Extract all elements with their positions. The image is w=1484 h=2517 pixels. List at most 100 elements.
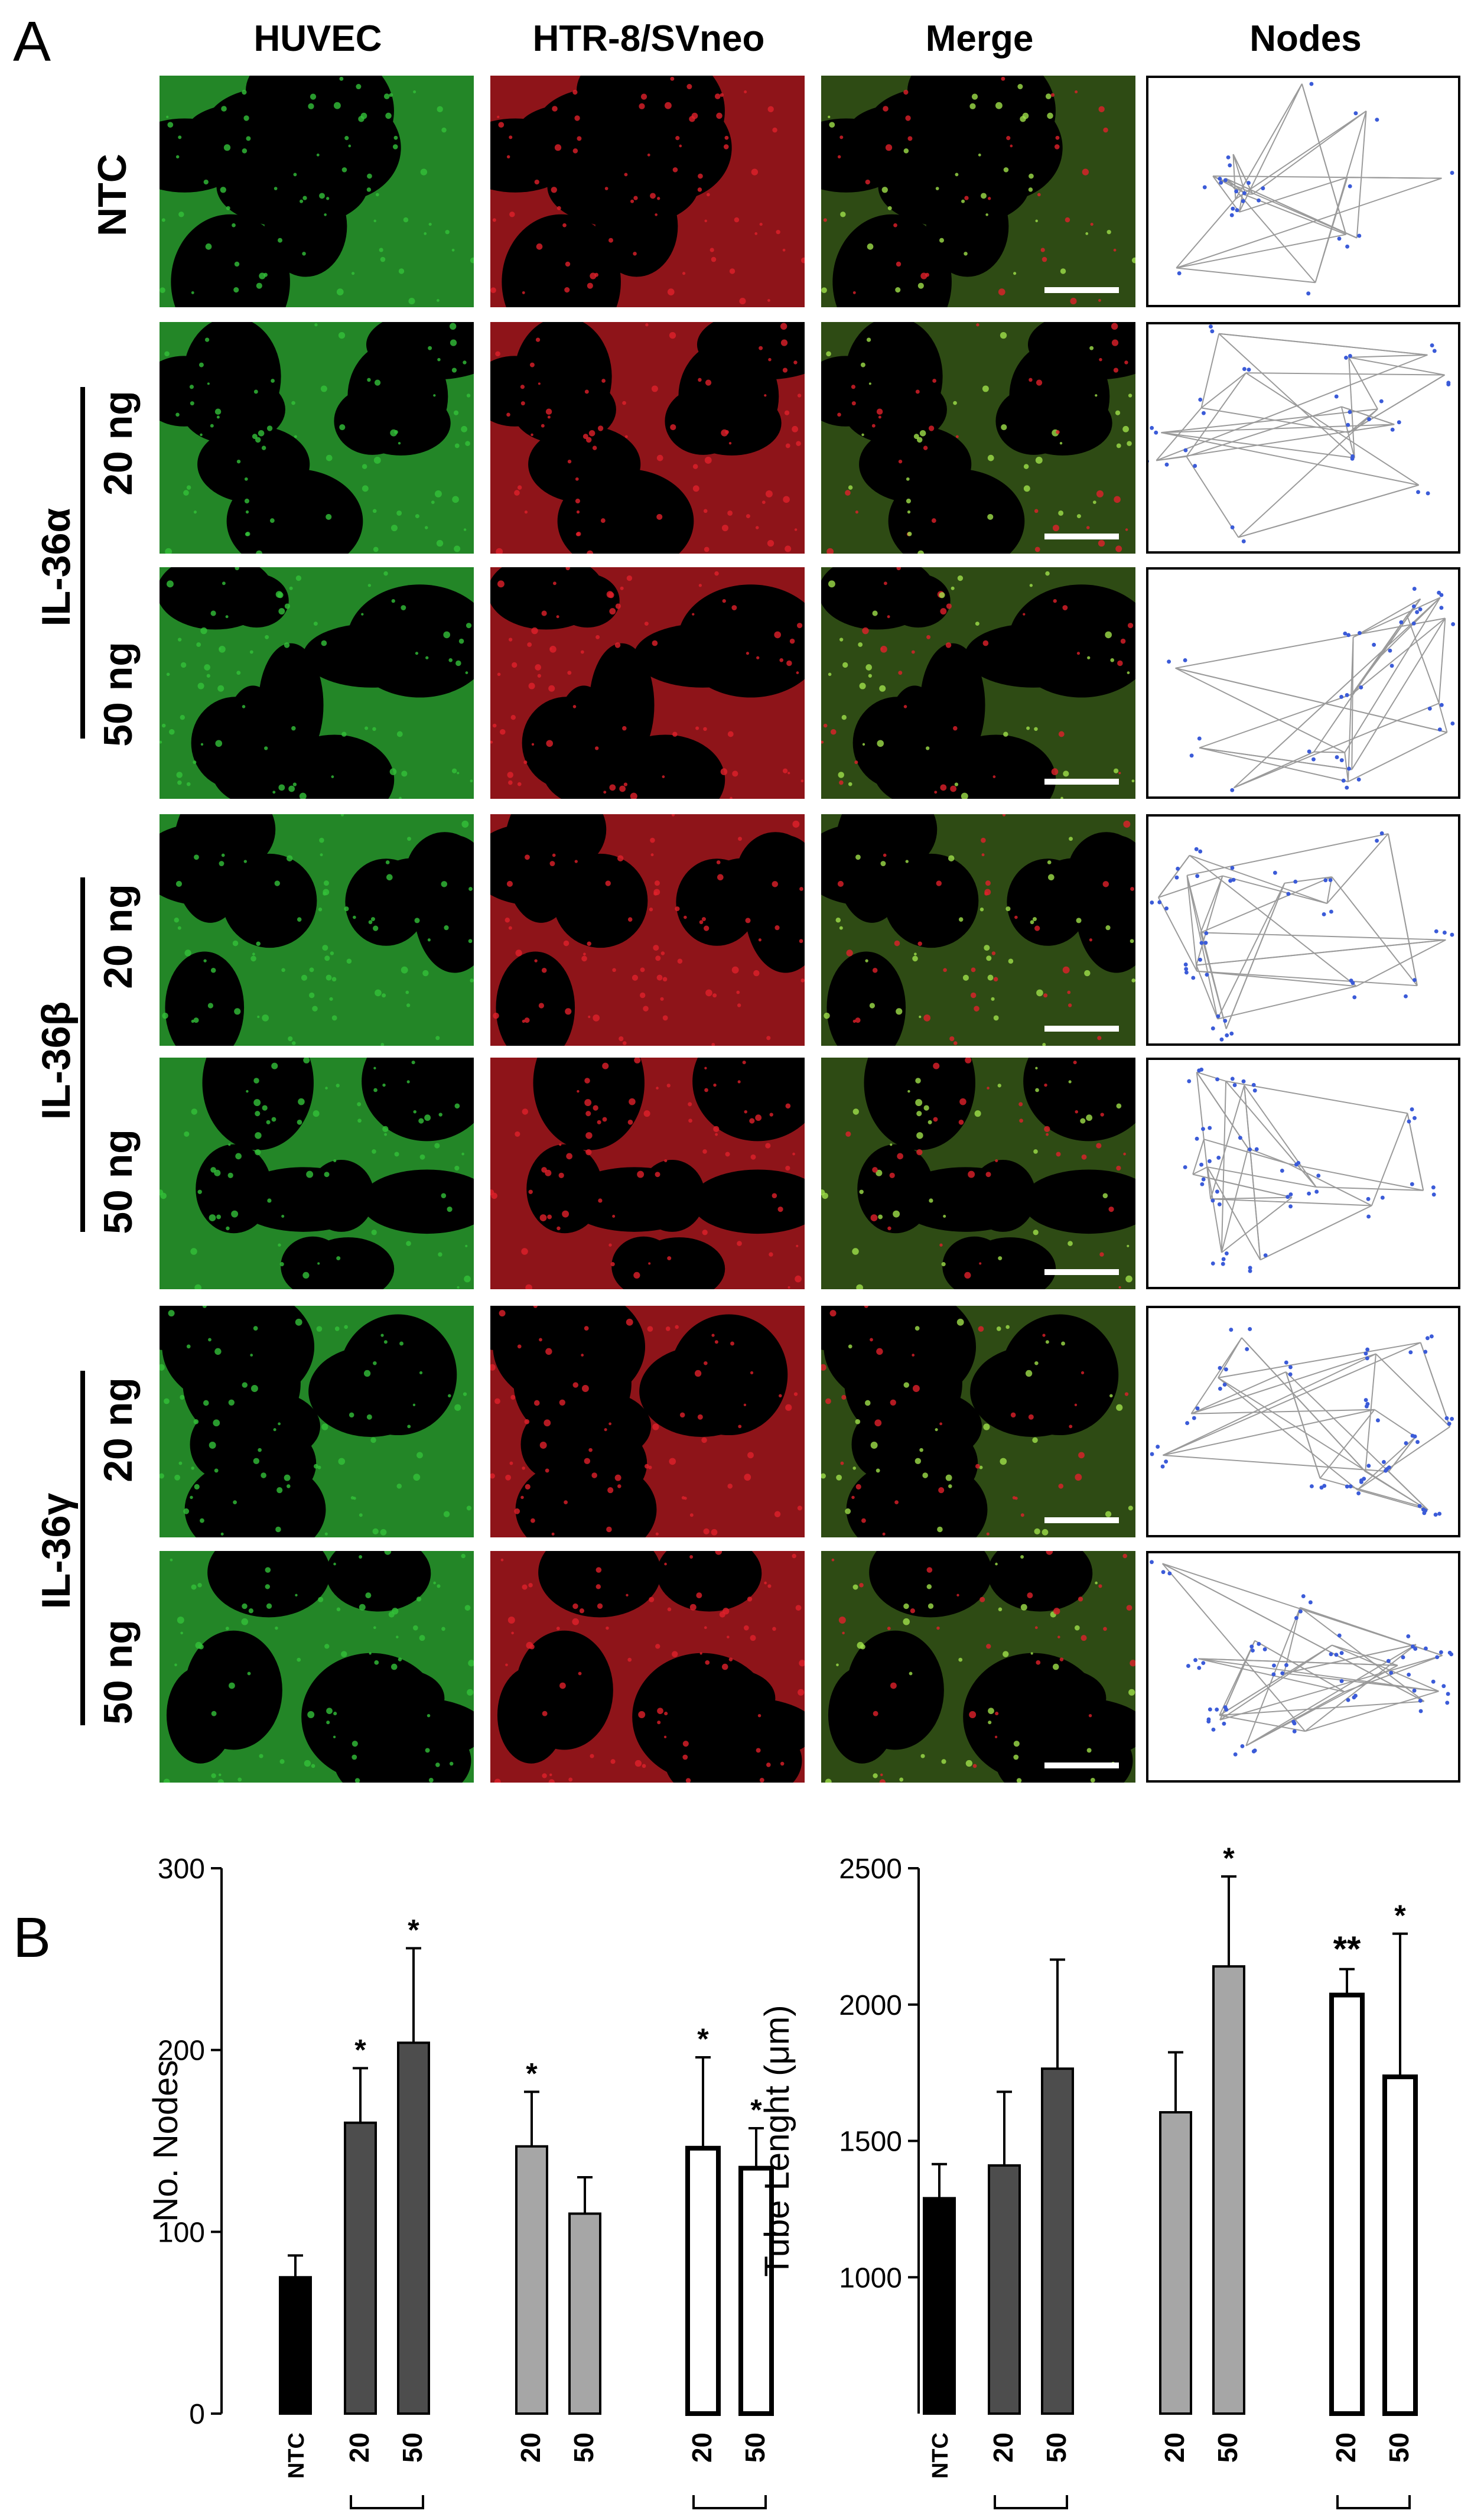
bar xyxy=(344,2121,377,2415)
scale-bar xyxy=(1044,779,1119,785)
category-label: 50 xyxy=(740,2433,770,2463)
dose-label: 50 ng xyxy=(96,1129,141,1234)
merge-micrograph xyxy=(821,1306,1135,1537)
column-header-merge: Merge xyxy=(925,18,1034,59)
group-bracket xyxy=(1336,2495,1411,2509)
htr-micrograph xyxy=(490,567,805,799)
huvec-micrograph xyxy=(160,322,474,554)
dose-label: 20 ng xyxy=(96,391,141,496)
nodes-skeleton-panel xyxy=(1146,814,1460,1046)
bar xyxy=(738,2165,774,2417)
y-tick-label: 1000 xyxy=(839,2262,902,2294)
significance-mark: ** xyxy=(1333,1929,1361,1969)
bar xyxy=(923,2197,956,2415)
dose-label: 50 ng xyxy=(96,642,141,747)
htr-micrograph xyxy=(490,1306,805,1537)
group-bracket-il36b xyxy=(80,877,85,1232)
nodes-skeleton-panel xyxy=(1146,76,1460,307)
scale-bar xyxy=(1044,1026,1119,1032)
y-tick-label: 2000 xyxy=(839,1990,902,2021)
category-label: NTC xyxy=(928,2433,953,2479)
column-header-huvec: HUVEC xyxy=(253,18,382,59)
row-label-il36a: IL-36α xyxy=(34,508,79,627)
group-bracket xyxy=(692,2495,767,2509)
nodes-skeleton-panel xyxy=(1146,1306,1460,1537)
scale-bar xyxy=(1044,287,1119,293)
row-label-il36g: IL-36γ xyxy=(34,1492,79,1609)
htr-micrograph xyxy=(490,1551,805,1783)
y-axis-label: No. Nodes xyxy=(147,2060,185,2222)
merge-micrograph xyxy=(821,814,1135,1046)
category-label: 50 xyxy=(1041,2433,1072,2463)
htr-micrograph xyxy=(490,322,805,554)
significance-mark: * xyxy=(697,2022,709,2056)
htr-micrograph xyxy=(490,1058,805,1289)
huvec-micrograph xyxy=(160,1551,474,1783)
panel-b-letter: B xyxy=(13,1906,51,1969)
bar xyxy=(1382,2074,1418,2416)
dose-label: 20 ng xyxy=(96,1377,141,1482)
significance-mark: * xyxy=(354,2033,366,2066)
nodes-skeleton-panel xyxy=(1146,1551,1460,1783)
y-tick-label: 300 xyxy=(158,1853,205,1885)
panel-a-letter: A xyxy=(13,10,51,73)
category-label: 20 xyxy=(1330,2433,1361,2463)
bar xyxy=(988,2164,1021,2415)
significance-mark: * xyxy=(1223,1842,1235,1875)
category-label: NTC xyxy=(284,2433,309,2479)
category-label: 50 xyxy=(1384,2433,1414,2463)
significance-mark: * xyxy=(750,2093,762,2126)
bar xyxy=(397,2041,430,2415)
row-label-ntc: NTC xyxy=(90,154,135,236)
category-label: 20 xyxy=(686,2433,717,2463)
group-bracket xyxy=(994,2495,1068,2509)
nodes-skeleton-panel xyxy=(1146,1058,1460,1289)
htr-micrograph xyxy=(490,76,805,307)
merge-micrograph xyxy=(821,76,1135,307)
huvec-micrograph xyxy=(160,1306,474,1537)
huvec-micrograph xyxy=(160,567,474,799)
nodes-skeleton-panel xyxy=(1146,322,1460,554)
htr-micrograph xyxy=(490,814,805,1046)
significance-mark: * xyxy=(408,1913,419,1946)
group-bracket-il36g xyxy=(80,1371,85,1725)
y-tick-label: 100 xyxy=(158,2217,205,2248)
nodes-skeleton-panel xyxy=(1146,567,1460,799)
category-label: 50 xyxy=(397,2433,428,2463)
scale-bar xyxy=(1044,1517,1119,1523)
y-tick-label: 1500 xyxy=(839,2126,902,2158)
scale-bar xyxy=(1044,1269,1119,1275)
y-tick-label: 0 xyxy=(189,2399,205,2430)
bar xyxy=(1329,1992,1365,2417)
y-axis-label: Tube Lenght (μm) xyxy=(758,2005,796,2277)
y-tick-label: 200 xyxy=(158,2035,205,2067)
bar xyxy=(1212,1965,1245,2415)
group-bracket xyxy=(350,2495,424,2509)
category-label: 20 xyxy=(515,2433,546,2463)
significance-mark: * xyxy=(526,2057,538,2090)
category-label: 50 xyxy=(568,2433,599,2463)
category-label: 20 xyxy=(988,2433,1018,2463)
bar xyxy=(1159,2111,1192,2415)
bar xyxy=(685,2145,721,2416)
merge-micrograph xyxy=(821,322,1135,554)
significance-mark: * xyxy=(1394,1899,1406,1932)
bar xyxy=(568,2212,601,2415)
row-label-il36b: IL-36β xyxy=(34,1001,79,1120)
category-label: 20 xyxy=(344,2433,375,2463)
scale-bar xyxy=(1044,534,1119,539)
dose-label: 50 ng xyxy=(96,1620,141,1725)
huvec-micrograph xyxy=(160,1058,474,1289)
huvec-micrograph xyxy=(160,76,474,307)
bar xyxy=(1041,2067,1074,2415)
group-bracket-il36a xyxy=(80,387,85,739)
bar xyxy=(515,2145,548,2415)
merge-micrograph xyxy=(821,1058,1135,1289)
merge-micrograph xyxy=(821,1551,1135,1783)
bar xyxy=(279,2276,312,2415)
scale-bar xyxy=(1044,1762,1119,1768)
huvec-micrograph xyxy=(160,814,474,1046)
category-label: 50 xyxy=(1212,2433,1243,2463)
category-label: 20 xyxy=(1159,2433,1190,2463)
